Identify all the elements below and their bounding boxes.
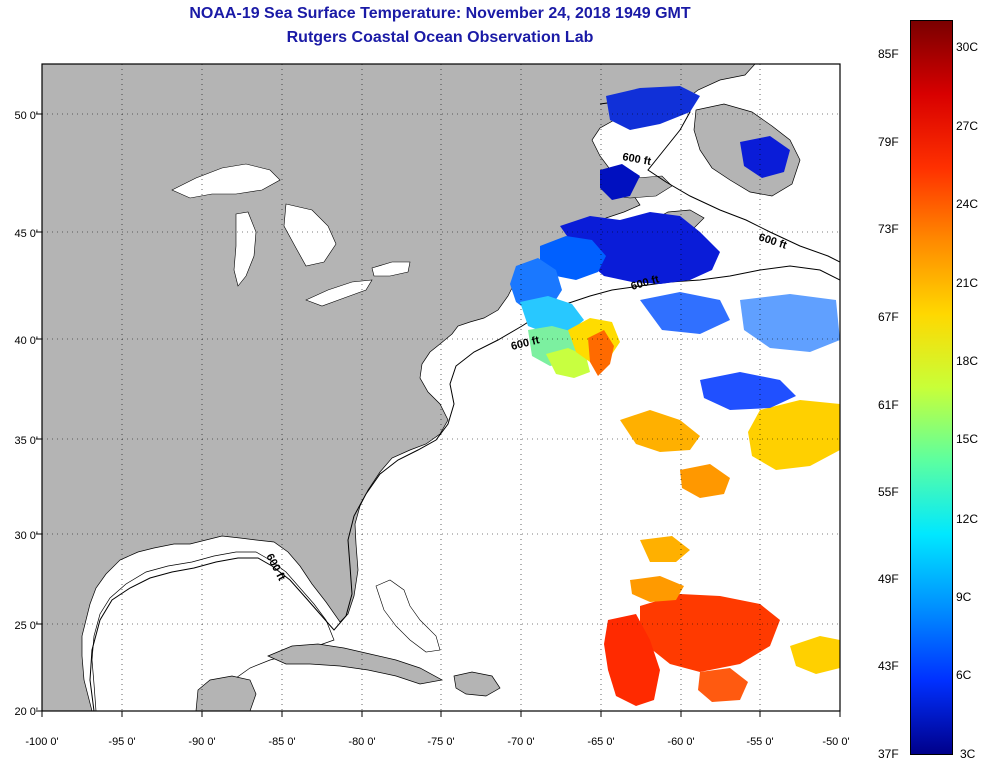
lon-tick-label: -90 0' <box>188 736 215 748</box>
lon-tick-label: -85 0' <box>268 736 295 748</box>
bahamas-outline <box>375 579 441 653</box>
lon-tick-label: -50 0' <box>822 736 849 748</box>
colorbar-c-label: 3C <box>960 747 976 761</box>
colorbar-c-label: 12C <box>956 512 979 526</box>
colorbar-c-label: 15C <box>956 432 979 446</box>
lon-tick-label: -75 0' <box>427 736 454 748</box>
colorbar-f-label: 55F <box>878 485 899 499</box>
lake-erie <box>305 279 373 307</box>
sst-cold-region <box>510 86 790 314</box>
lake-michigan <box>233 211 257 287</box>
lake-huron <box>283 203 337 267</box>
colorbar-f-label: 37F <box>878 747 899 761</box>
colorbar-c-label: 18C <box>956 354 979 368</box>
hispaniola-land <box>453 671 501 697</box>
colorbar-c-label: 9C <box>956 590 972 604</box>
colorbar-c-label: 6C <box>956 668 972 682</box>
lon-tick-label: -60 0' <box>667 736 694 748</box>
lon-tick-label: -65 0' <box>587 736 614 748</box>
yucatan-land <box>195 675 257 711</box>
colorbar-f-label: 43F <box>878 659 899 673</box>
colorbar-c-label: 21C <box>956 276 979 290</box>
map-subtitle: Rutgers Coastal Ocean Observation Lab <box>286 29 594 46</box>
lat-tick-label: 40 0' <box>14 335 38 347</box>
lat-tick-label: 35 0' <box>14 435 38 447</box>
lat-tick-label: 50 0' <box>14 110 38 122</box>
colorbar-c-label: 30C <box>956 40 979 54</box>
lake-ontario <box>371 261 411 277</box>
graticule <box>42 64 840 711</box>
sst-shelf-region <box>520 296 620 378</box>
colorbar-f-label: 79F <box>878 135 899 149</box>
lon-tick-label: -55 0' <box>746 736 773 748</box>
map-title: NOAA-19 Sea Surface Temperature: Novembe… <box>189 5 691 22</box>
lat-tick-label: 30 0' <box>14 530 38 542</box>
lon-tick-label: -100 0' <box>25 736 58 748</box>
lon-tick-label: -70 0' <box>507 736 534 748</box>
colorbar-f-label: 73F <box>878 222 899 236</box>
lat-tick-label: 25 0' <box>14 620 38 632</box>
sst-gulf-stream-region <box>620 292 840 498</box>
colorbar-f-label: 61F <box>878 398 899 412</box>
lake-superior <box>171 163 281 199</box>
lon-tick-label: -80 0' <box>348 736 375 748</box>
lon-tick-label: -95 0' <box>108 736 135 748</box>
colorbar-f-label: 67F <box>878 310 899 324</box>
cuba-land <box>267 643 444 685</box>
colorbar-f-label: 49F <box>878 572 899 586</box>
gulf-of-mexico <box>91 551 335 711</box>
colorbar-c-label: 27C <box>956 119 979 133</box>
colorbar-f-label: 85F <box>878 47 899 61</box>
depth-label: 600 ft <box>621 151 652 168</box>
lat-tick-label: 45 0' <box>14 228 38 240</box>
sst-warm-region <box>604 536 840 706</box>
depth-contour-line <box>89 265 840 711</box>
lat-tick-label: 20 0' <box>14 706 38 718</box>
axis-ticks <box>36 113 841 717</box>
temperature-colorbar <box>910 20 953 755</box>
colorbar-c-label: 24C <box>956 197 979 211</box>
